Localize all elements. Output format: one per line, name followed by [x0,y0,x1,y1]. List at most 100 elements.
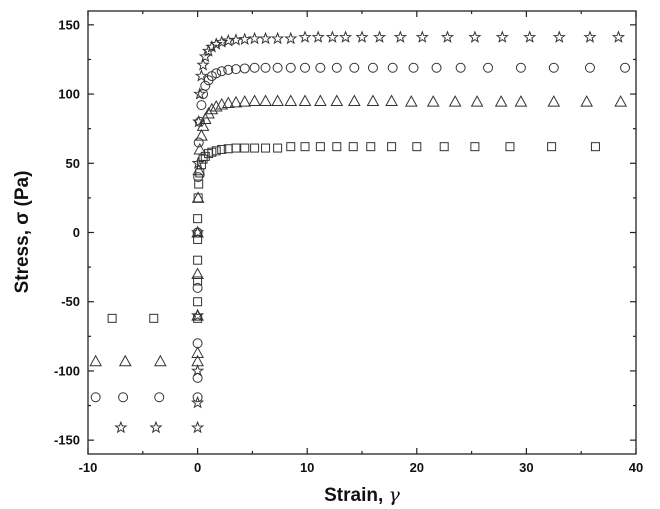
circle-marker [239,63,250,74]
star-marker [311,30,325,43]
circle-marker [285,62,296,73]
square-marker [240,143,250,153]
star-marker [205,40,219,53]
y-tick-label: -50 [61,294,80,309]
triangle-marker [153,354,167,367]
triangle-marker [366,94,380,106]
star-marker [495,30,509,43]
square-marker [193,234,203,244]
circle-marker [515,62,526,73]
triangle-marker [193,142,207,155]
square-marker [315,142,325,152]
circle-marker [249,62,260,73]
star-marker [583,30,597,43]
triangle-marker [202,106,215,119]
square-marker [217,144,227,154]
triangle-marker [494,95,508,107]
square-marker [231,143,241,153]
x-tick-label: -10 [79,460,98,475]
star-marker [198,49,212,63]
triangle-marker [238,95,252,107]
star-marker [338,30,353,43]
star-marker [440,30,455,43]
circle-marker [349,62,360,73]
square-marker [107,313,117,323]
triangle-marker [195,129,208,141]
circle-marker [118,392,129,403]
triangle-marker [347,94,361,106]
square-marker [193,276,203,286]
star-marker [468,30,482,43]
triangle-marker [259,94,272,106]
x-axis-label: Strain, γ [324,484,400,506]
circle-marker [548,62,559,73]
circle-marker [196,100,207,111]
circle-marker [331,62,342,73]
star-marker [372,30,387,43]
star-marker [523,30,537,43]
triangle-marker [314,94,327,106]
triangle-marker [191,346,204,358]
star-marker [271,31,285,45]
x-axis-label-text: Strain, [324,485,388,506]
star-marker [298,30,312,43]
square-marker [412,142,422,152]
triangle-marker [580,95,594,107]
triangle-marker [385,94,398,106]
triangle-marker [547,95,561,107]
x-tick-label: 30 [519,460,533,475]
star-marker [209,37,223,50]
star-marker [611,30,626,43]
square-marker [547,142,557,152]
plot-frame [87,10,637,455]
triangle-marker [284,94,298,106]
x-tick-labels: -10 0 10 20 30 40 [79,460,644,475]
star-marker [325,30,340,43]
triangle-marker [330,94,344,106]
circle-marker [387,62,398,73]
circle-marker [315,62,326,73]
circle-marker [216,66,227,77]
square-marker [286,142,296,152]
star-marker [191,225,205,239]
square-marker [250,143,260,153]
star-marker [114,420,128,434]
star-marker [194,69,209,82]
star-marker [191,156,205,169]
x-tick-label: 20 [410,460,424,475]
circle-marker [455,62,466,73]
y-tick-label: -100 [54,363,80,378]
star-marker [192,114,206,128]
y-tick-label: 100 [58,87,80,102]
square-marker [366,142,376,152]
triangle-marker [229,95,243,108]
circle-marker [431,62,442,73]
circle-marker [193,172,204,183]
circle-marker [300,62,311,73]
star-marker [191,395,205,409]
triangle-marker [192,163,206,176]
circle-marker [620,62,631,73]
star-marker [191,420,205,434]
star-marker [193,87,207,100]
circle-marker [192,338,203,349]
circle-marker [192,392,203,403]
square-marker [261,143,271,153]
triangle-marker [191,191,205,203]
circle-marker [367,62,378,73]
star-marker [229,33,243,46]
triangle-marker [191,267,204,280]
circle-marker [584,62,595,73]
y-axis-label: Stress, σ (Pa) [12,171,33,294]
triangle-marker [118,354,132,367]
star-marker [191,308,205,322]
square-marker [300,142,310,152]
triangle-marker [89,354,103,367]
triangle-marker [470,95,484,107]
star-marker [355,30,369,43]
star-marker [191,364,205,377]
y-tick-label: -150 [54,433,80,448]
square-marker [470,142,480,152]
circle-marker [272,62,283,73]
